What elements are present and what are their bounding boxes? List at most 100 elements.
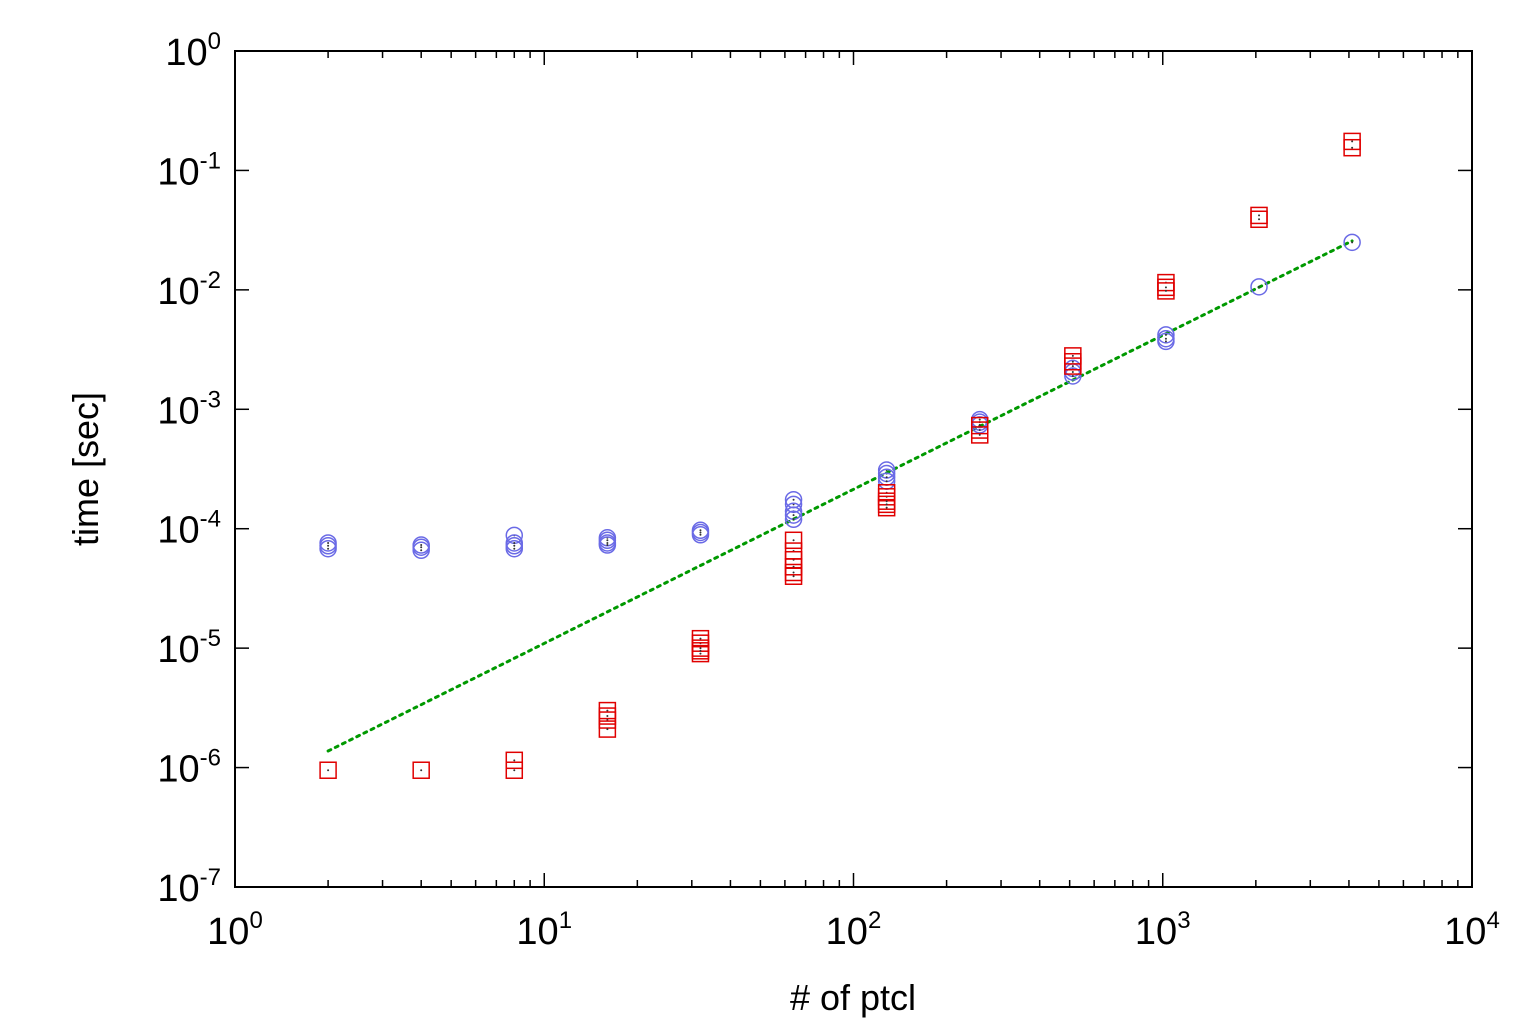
circle-marker bbox=[1157, 332, 1175, 351]
circle-marker-center bbox=[606, 544, 609, 547]
square-marker-center bbox=[699, 652, 702, 655]
square-marker bbox=[877, 498, 896, 517]
square-marker bbox=[1064, 357, 1082, 375]
square-marker-center bbox=[978, 429, 981, 432]
square-marker-center bbox=[1164, 286, 1167, 289]
circle-marker-center bbox=[885, 476, 888, 479]
circle-marker-center bbox=[1071, 374, 1074, 377]
circle-marker-center bbox=[885, 480, 888, 483]
circle-marker-center bbox=[420, 549, 423, 552]
square-marker-center bbox=[792, 565, 795, 568]
circle-marker-center bbox=[699, 529, 702, 532]
square-marker-center bbox=[513, 759, 516, 762]
y-tick-label: 10-1 bbox=[157, 147, 221, 193]
square-marker-center bbox=[327, 769, 330, 772]
circle-marker-center bbox=[513, 547, 516, 550]
data-markers bbox=[319, 132, 1361, 779]
circle-marker-center bbox=[978, 418, 981, 421]
square-marker bbox=[598, 711, 617, 729]
circle-marker-center bbox=[606, 541, 609, 544]
square-marker-center bbox=[1258, 214, 1261, 217]
square-marker-center bbox=[978, 424, 981, 427]
x-tick-label: 102 bbox=[826, 907, 882, 953]
x-tick-label: 101 bbox=[516, 907, 572, 953]
circle-marker-center bbox=[1351, 241, 1354, 244]
square-marker bbox=[784, 531, 803, 550]
circle-marker bbox=[784, 510, 803, 529]
y-tick-label: 10-5 bbox=[157, 625, 221, 671]
circle-marker-center bbox=[699, 533, 702, 536]
plot-frame bbox=[234, 50, 1473, 888]
circle-marker-center bbox=[420, 544, 423, 547]
circle-marker-center bbox=[327, 541, 330, 544]
circle-marker-center bbox=[1258, 285, 1261, 288]
y-axis-title: time [sec] bbox=[65, 392, 106, 546]
circle-marker-center bbox=[513, 544, 516, 547]
circle-marker-center bbox=[792, 498, 795, 501]
circle-marker bbox=[1064, 367, 1082, 385]
circle-marker bbox=[412, 541, 430, 560]
circle-marker bbox=[691, 526, 710, 544]
circle-marker bbox=[598, 536, 617, 554]
circle-marker-center bbox=[327, 544, 330, 547]
circle-marker bbox=[1343, 233, 1361, 252]
square-marker-center bbox=[1164, 289, 1167, 292]
circle-marker bbox=[1157, 326, 1175, 344]
circle-marker-center bbox=[1071, 371, 1074, 374]
circle-marker-center bbox=[606, 539, 609, 542]
circle-marker bbox=[784, 495, 803, 514]
circle-marker bbox=[784, 506, 803, 524]
square-marker bbox=[970, 426, 989, 444]
circle-marker bbox=[1250, 278, 1268, 296]
square-marker-center bbox=[885, 500, 888, 503]
square-marker-center bbox=[1351, 146, 1354, 149]
circle-marker-center bbox=[513, 541, 516, 544]
square-marker-center bbox=[1071, 365, 1074, 368]
x-axis-title: # of ptcl bbox=[790, 977, 916, 1018]
square-marker-center bbox=[885, 503, 888, 506]
circle-marker bbox=[319, 539, 337, 558]
square-marker bbox=[319, 761, 337, 779]
circle-marker-center bbox=[792, 518, 795, 521]
circle-marker-center bbox=[327, 547, 330, 550]
circle-marker-center bbox=[1164, 333, 1167, 336]
square-marker-center bbox=[1071, 354, 1074, 357]
square-marker bbox=[784, 567, 803, 585]
square-marker bbox=[691, 644, 710, 663]
square-marker-center bbox=[1351, 140, 1354, 143]
y-tick-label: 10-6 bbox=[157, 745, 221, 791]
square-marker-center bbox=[513, 769, 516, 772]
square-marker-center bbox=[699, 649, 702, 652]
square-marker bbox=[505, 761, 524, 779]
square-marker-center bbox=[606, 728, 609, 731]
square-marker-center bbox=[420, 769, 423, 772]
y-tick-label: 100 bbox=[165, 28, 221, 74]
square-marker-center bbox=[606, 709, 609, 712]
square-marker bbox=[412, 761, 430, 779]
square-marker bbox=[505, 751, 524, 770]
fit-line-path bbox=[326, 239, 1354, 753]
square-marker-center bbox=[1258, 218, 1261, 221]
square-marker-center bbox=[699, 647, 702, 650]
y-tick-label: 10-3 bbox=[157, 386, 221, 432]
y-tick-label: 10-7 bbox=[157, 864, 221, 910]
y-tick-label: 10-4 bbox=[157, 506, 221, 552]
square-marker-center bbox=[978, 433, 981, 436]
y-tick-label: 10-2 bbox=[157, 267, 221, 313]
x-tick-label: 103 bbox=[1135, 907, 1191, 953]
square-marker-center bbox=[792, 539, 795, 542]
x-tick-label: 100 bbox=[207, 907, 263, 953]
square-marker-center bbox=[792, 575, 795, 578]
circle-marker-center bbox=[1164, 337, 1167, 340]
circle-marker-center bbox=[699, 531, 702, 534]
square-marker-center bbox=[1071, 360, 1074, 363]
circle-marker-center bbox=[792, 514, 795, 517]
x-tick-label: 104 bbox=[1444, 907, 1500, 953]
circle-marker bbox=[505, 539, 524, 558]
circle-marker-center bbox=[1164, 340, 1167, 343]
square-marker bbox=[1157, 282, 1175, 300]
tick-labels: 100 101 102 103 104 10-7 10-6 10-5 10-4 10-3 10-2 1… bbox=[157, 28, 1499, 953]
square-marker bbox=[1343, 138, 1361, 157]
square-marker bbox=[598, 720, 617, 738]
